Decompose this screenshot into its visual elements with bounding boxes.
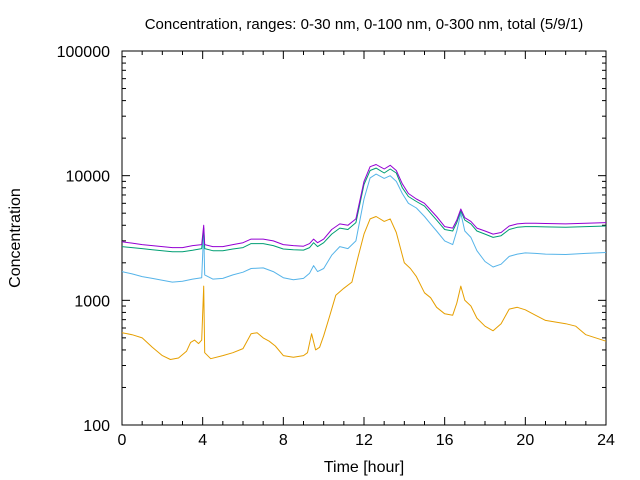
x-tick-label: 16 xyxy=(436,432,454,449)
x-axis-label: Time [hour] xyxy=(324,459,404,476)
series-line-4 xyxy=(121,164,607,249)
x-tick-label: 0 xyxy=(118,432,127,449)
chart-title: Concentration, ranges: 0-30 nm, 0-100 nm… xyxy=(145,16,584,33)
y-tick-label: 1000 xyxy=(74,293,110,310)
axis-tick-labels: 0 4 8 12 16 20 24 100 1000 10000 100000 xyxy=(57,44,615,449)
x-tick-label: 24 xyxy=(597,432,615,449)
y-axis-label: Concentration xyxy=(7,188,24,288)
x-tick-label: 4 xyxy=(198,432,207,449)
plot-frame xyxy=(121,50,607,426)
y-tick-label: 10000 xyxy=(66,169,111,186)
x-tick-label: 12 xyxy=(355,432,373,449)
series-lines xyxy=(121,164,607,360)
y-tick-label: 100 xyxy=(83,418,110,435)
series-line-2 xyxy=(121,173,607,283)
axis-ticks xyxy=(121,50,607,426)
y-tick-label: 100000 xyxy=(57,44,110,61)
series-line-1 xyxy=(121,216,607,360)
x-tick-label: 20 xyxy=(516,432,534,449)
x-tick-label: 8 xyxy=(279,432,288,449)
